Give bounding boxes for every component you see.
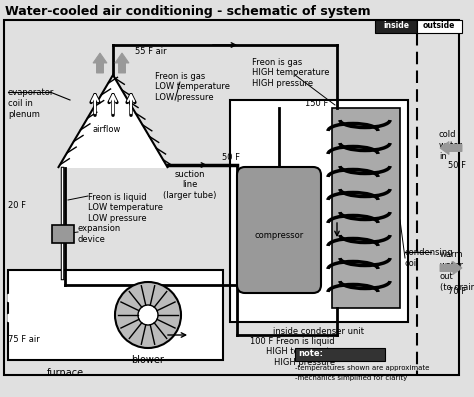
Bar	[230, 100, 408, 322]
Text: 75 F air: 75 F air	[8, 335, 40, 345]
Text: condensing
coil: condensing coil	[405, 248, 454, 268]
Bar	[4, 20, 459, 375]
Text: furnace: furnace	[46, 368, 83, 378]
Text: Freon is gas
LOW temperature
LOW pressure: Freon is gas LOW temperature LOW pressur…	[155, 72, 230, 102]
Bar	[417, 20, 462, 33]
Text: 100 F: 100 F	[250, 337, 273, 346]
Text: evaporator
coil in
plenum: evaporator coil in plenum	[8, 88, 55, 119]
Bar	[332, 108, 400, 308]
Text: Freon is liquid
HIGH temperature
HIGH pressure: Freon is liquid HIGH temperature HIGH pr…	[266, 337, 344, 367]
Text: 70 F: 70 F	[448, 287, 466, 297]
Circle shape	[115, 282, 181, 348]
Text: 50 F: 50 F	[448, 160, 466, 170]
FancyArrow shape	[440, 141, 462, 154]
Text: cold
water
in: cold water in	[439, 130, 463, 161]
Circle shape	[138, 305, 158, 325]
Text: note:: note:	[298, 349, 323, 358]
Text: Freon is liquid
LOW temperature
LOW pressure: Freon is liquid LOW temperature LOW pres…	[88, 193, 163, 223]
Text: -temperatures shown are approximate: -temperatures shown are approximate	[295, 365, 429, 371]
Text: 50 F: 50 F	[222, 154, 240, 162]
FancyArrow shape	[93, 53, 107, 73]
Text: blower: blower	[132, 355, 164, 365]
FancyArrow shape	[8, 292, 28, 304]
Text: 55 F air: 55 F air	[135, 48, 167, 56]
Text: Freon is gas
HIGH temperature
HIGH pressure: Freon is gas HIGH temperature HIGH press…	[252, 58, 329, 88]
FancyBboxPatch shape	[237, 167, 321, 293]
Text: inside: inside	[383, 21, 409, 31]
FancyArrow shape	[115, 53, 129, 73]
Text: warm
water
out
(to drain): warm water out (to drain)	[440, 250, 474, 292]
Text: inside condenser unit: inside condenser unit	[273, 327, 365, 336]
Text: -mechanics simplified for clarity: -mechanics simplified for clarity	[295, 375, 407, 381]
Bar	[295, 348, 385, 361]
Text: suction
line
(larger tube): suction line (larger tube)	[164, 170, 217, 200]
Text: Water-cooled air conditioning - schematic of system: Water-cooled air conditioning - schemati…	[5, 6, 371, 19]
Text: outside: outside	[423, 21, 455, 31]
Text: airflow: airflow	[93, 125, 121, 135]
Text: compressor: compressor	[255, 231, 304, 239]
Bar	[8, 270, 223, 360]
Text: 150 F: 150 F	[305, 99, 328, 108]
Polygon shape	[58, 75, 168, 168]
FancyArrow shape	[440, 262, 462, 274]
Bar	[52, 225, 74, 243]
Text: 20 F: 20 F	[8, 200, 26, 210]
FancyArrow shape	[8, 312, 28, 324]
Bar	[375, 20, 417, 33]
Text: expansion
device: expansion device	[78, 224, 121, 244]
